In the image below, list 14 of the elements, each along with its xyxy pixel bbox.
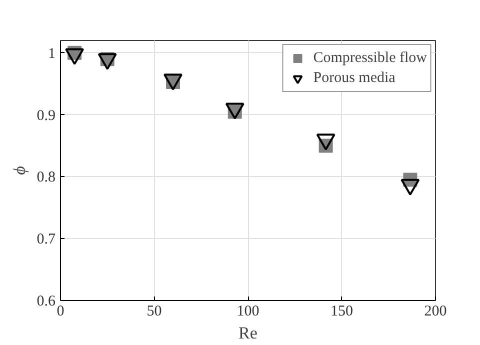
x-tick-label: 0 xyxy=(56,304,64,320)
y-axis-title: ϕ xyxy=(10,166,29,175)
legend-label: Porous media xyxy=(313,70,396,86)
y-tick-label: 0.9 xyxy=(36,108,56,124)
y-tick-label: 1 xyxy=(48,46,56,62)
legend-label: Compressible flow xyxy=(313,50,427,66)
x-tick-label: 100 xyxy=(236,304,260,320)
x-tick-label: 50 xyxy=(146,304,162,320)
x-tick-label: 200 xyxy=(424,304,447,320)
y-tick-label: 0.8 xyxy=(36,170,56,186)
y-tick-label: 0.6 xyxy=(36,294,56,310)
y-tick-label: 0.7 xyxy=(36,232,56,248)
x-tick-label: 150 xyxy=(330,304,353,320)
x-axis-title: Re xyxy=(238,324,258,342)
